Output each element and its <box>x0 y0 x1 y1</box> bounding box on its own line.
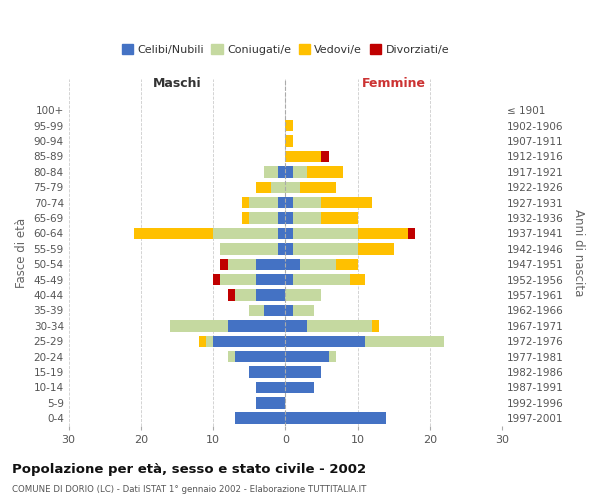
Bar <box>286 136 293 147</box>
Bar <box>286 197 293 208</box>
Bar <box>271 182 286 193</box>
Bar <box>242 212 249 224</box>
Bar <box>365 336 444 347</box>
Bar <box>307 320 372 332</box>
Bar <box>278 212 286 224</box>
Bar <box>286 382 314 393</box>
Bar <box>307 166 343 177</box>
Bar <box>286 412 386 424</box>
Bar <box>286 228 293 239</box>
Bar <box>213 228 278 239</box>
Bar <box>293 243 358 254</box>
Bar <box>286 336 365 347</box>
Bar <box>336 258 358 270</box>
Bar <box>263 166 278 177</box>
Bar <box>213 336 286 347</box>
Y-axis label: Anni di nascita: Anni di nascita <box>572 209 585 296</box>
Bar <box>256 397 286 408</box>
Text: Popolazione per età, sesso e stato civile - 2002: Popolazione per età, sesso e stato civil… <box>12 462 366 475</box>
Bar <box>286 290 322 301</box>
Bar <box>249 366 286 378</box>
Text: COMUNE DI DORIO (LC) - Dati ISTAT 1° gennaio 2002 - Elaborazione TUTTITALIA.IT: COMUNE DI DORIO (LC) - Dati ISTAT 1° gen… <box>12 486 367 494</box>
Bar <box>278 243 286 254</box>
Bar <box>300 258 336 270</box>
Bar <box>300 182 336 193</box>
Bar <box>227 320 286 332</box>
Bar <box>408 228 415 239</box>
Legend: Celibi/Nubili, Coniugati/e, Vedovi/e, Divorziati/e: Celibi/Nubili, Coniugati/e, Vedovi/e, Di… <box>117 40 454 60</box>
Bar <box>278 228 286 239</box>
Bar <box>227 290 235 301</box>
Bar <box>286 366 322 378</box>
Bar <box>293 228 358 239</box>
Bar <box>358 243 394 254</box>
Bar <box>293 197 322 208</box>
Bar <box>235 290 256 301</box>
Bar <box>293 166 307 177</box>
Bar <box>293 274 350 285</box>
Bar <box>242 197 249 208</box>
Bar <box>256 182 271 193</box>
Bar <box>220 243 278 254</box>
Bar <box>235 412 286 424</box>
Bar <box>227 258 256 270</box>
Bar <box>286 120 293 132</box>
Bar <box>286 166 293 177</box>
Bar <box>286 150 322 162</box>
Bar <box>213 274 220 285</box>
Bar <box>286 274 293 285</box>
Bar <box>134 228 213 239</box>
Bar <box>278 166 286 177</box>
Bar <box>170 320 227 332</box>
Bar <box>199 336 206 347</box>
Bar <box>286 243 293 254</box>
Bar <box>322 197 372 208</box>
Bar <box>372 320 379 332</box>
Text: Maschi: Maschi <box>153 78 202 90</box>
Bar <box>322 212 358 224</box>
Y-axis label: Fasce di età: Fasce di età <box>15 218 28 288</box>
Bar <box>293 304 314 316</box>
Bar <box>322 150 329 162</box>
Bar <box>286 212 293 224</box>
Bar <box>220 258 227 270</box>
Bar <box>263 304 286 316</box>
Bar <box>286 258 300 270</box>
Bar <box>286 182 300 193</box>
Bar <box>249 212 278 224</box>
Bar <box>227 351 235 362</box>
Bar <box>286 304 293 316</box>
Bar <box>329 351 336 362</box>
Bar <box>256 258 286 270</box>
Bar <box>286 320 307 332</box>
Bar <box>286 351 329 362</box>
Bar <box>235 351 286 362</box>
Bar <box>256 290 286 301</box>
Bar <box>256 274 286 285</box>
Bar <box>350 274 365 285</box>
Bar <box>358 228 408 239</box>
Text: Femmine: Femmine <box>362 78 426 90</box>
Bar <box>278 197 286 208</box>
Bar <box>249 197 278 208</box>
Bar <box>256 382 286 393</box>
Bar <box>206 336 213 347</box>
Bar <box>220 274 256 285</box>
Bar <box>249 304 263 316</box>
Bar <box>293 212 322 224</box>
